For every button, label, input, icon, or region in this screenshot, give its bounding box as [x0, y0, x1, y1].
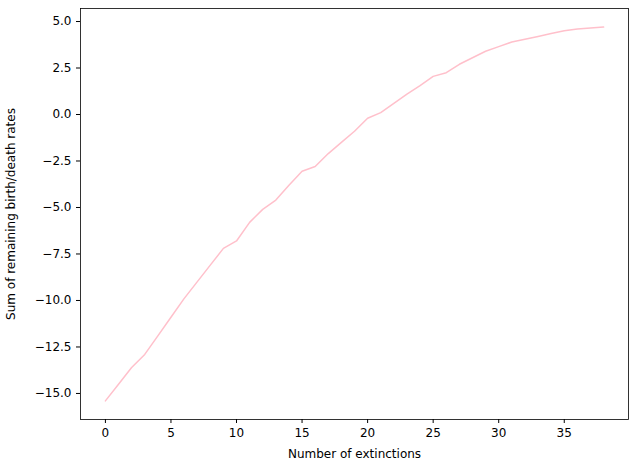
svg-text:−10.0: −10.0	[35, 293, 72, 307]
svg-text:−12.5: −12.5	[35, 340, 72, 354]
svg-text:20: 20	[360, 426, 375, 440]
svg-text:0.0: 0.0	[52, 107, 71, 121]
svg-text:5.0: 5.0	[52, 14, 71, 28]
svg-text:−7.5: −7.5	[42, 247, 71, 261]
svg-text:5: 5	[167, 426, 175, 440]
svg-text:0: 0	[102, 426, 110, 440]
svg-text:15: 15	[294, 426, 309, 440]
svg-text:25: 25	[426, 426, 441, 440]
svg-text:−2.5: −2.5	[42, 154, 71, 168]
svg-text:−5.0: −5.0	[42, 200, 71, 214]
svg-text:30: 30	[491, 426, 506, 440]
svg-text:−15.0: −15.0	[35, 386, 72, 400]
svg-text:Sum of remaining birth/death r: Sum of remaining birth/death rates	[4, 108, 18, 320]
svg-text:10: 10	[229, 426, 244, 440]
svg-text:35: 35	[557, 426, 572, 440]
svg-text:2.5: 2.5	[52, 61, 71, 75]
svg-text:Number of extinctions: Number of extinctions	[288, 447, 421, 461]
